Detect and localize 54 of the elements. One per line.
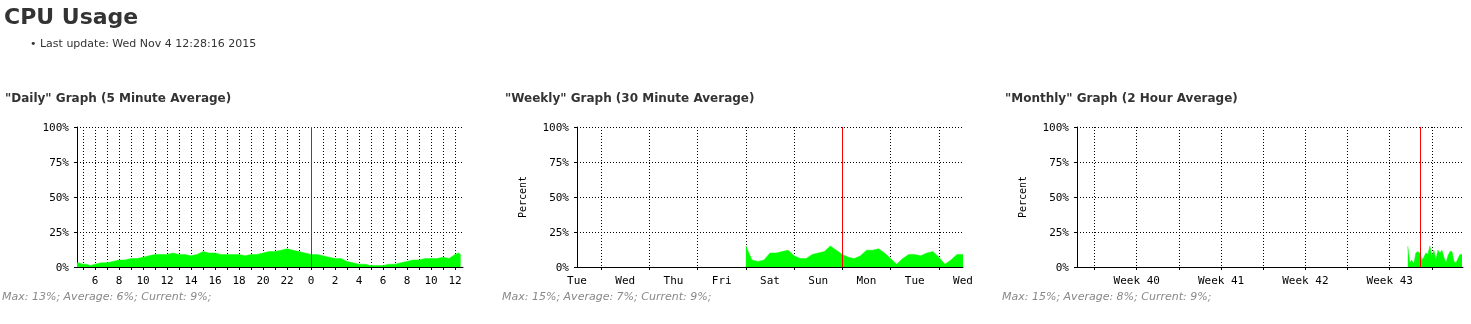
y-tick-label: 100% (1042, 120, 1070, 134)
x-tick-label: 12 (448, 274, 462, 287)
text: Max: 13%; Average: 6%; Current: 9%; (2, 290, 212, 303)
y-tick-label: 75% (1049, 155, 1070, 169)
chart-title: "Monthly" Graph (2 Hour Average) (1005, 91, 1238, 105)
x-tick-label: 14 (184, 274, 198, 287)
y-axis-title: Percent (1016, 175, 1028, 219)
x-tick-label: Week 41 (1197, 274, 1245, 287)
x-tick-label: Week 42 (1282, 274, 1329, 287)
x-tick-label: Week 40 (1113, 274, 1160, 287)
x-tick-label: Tue (567, 274, 587, 287)
text: Max: 15%; Average: 7%; Current: 9%; (502, 290, 712, 303)
text: • Last update: Wed Nov 4 12:28:16 2015 (30, 37, 258, 50)
y-tick-label: 100% (542, 120, 570, 134)
chart-title: "Daily" Graph (5 Minute Average) (5, 91, 232, 105)
text: Max: 15%; Average: 8%; Current: 9%; (1002, 290, 1212, 303)
y-tick-label: 50% (549, 190, 570, 204)
x-tick-label: 0 (307, 274, 315, 287)
x-tick-label: 10 (136, 274, 150, 287)
x-tick-label: 16 (208, 274, 222, 287)
y-tick-label: 100% (42, 120, 70, 134)
y-tick-label: 25% (49, 225, 70, 239)
x-tick-label: Wed (953, 274, 973, 287)
x-tick-label: Mon (856, 274, 877, 287)
x-tick-label: Thu (663, 274, 684, 287)
x-tick-label: Sun (808, 274, 829, 287)
text: CPU Usage (4, 4, 140, 29)
y-tick-label: 50% (49, 190, 70, 204)
x-tick-label: Week 43 (1366, 274, 1413, 287)
y-tick-label: 25% (549, 225, 570, 239)
y-tick-label: 75% (549, 155, 570, 169)
x-tick-label: 6 (91, 274, 99, 287)
x-tick-label: 4 (355, 274, 363, 287)
y-tick-label: 0% (555, 260, 570, 274)
chart-title: "Weekly" Graph (30 Minute Average) (505, 91, 755, 105)
x-tick-label: 22 (280, 274, 294, 287)
x-tick-label: Fri (711, 274, 732, 287)
x-tick-label: 20 (256, 274, 270, 287)
x-tick-label: 12 (160, 274, 174, 287)
x-tick-label: 10 (424, 274, 438, 287)
x-tick-label: 18 (232, 274, 246, 287)
y-tick-label: 0% (55, 260, 70, 274)
x-tick-label: Sat (760, 274, 780, 287)
y-tick-label: 50% (1049, 190, 1070, 204)
y-tick-label: 25% (1049, 225, 1070, 239)
x-tick-label: Wed (615, 274, 636, 287)
x-tick-label: 8 (115, 274, 123, 287)
x-tick-label: 6 (379, 274, 387, 287)
x-tick-label: 8 (403, 274, 411, 287)
x-tick-label: 2 (331, 274, 339, 287)
y-tick-label: 0% (1055, 260, 1070, 274)
x-tick-label: Tue (904, 274, 925, 287)
y-tick-label: 75% (49, 155, 70, 169)
y-axis-title: Percent (516, 175, 528, 219)
